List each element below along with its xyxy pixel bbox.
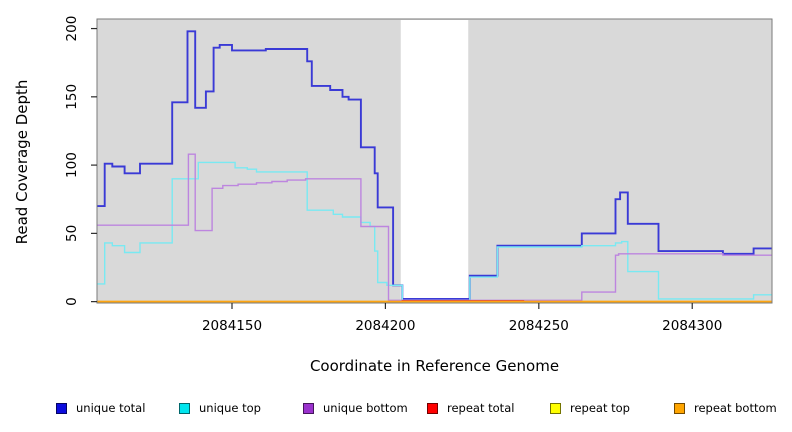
y-tick-label: 150 — [64, 84, 80, 110]
series-line-unique-bottom — [97, 153, 772, 301]
series-line-unique-total — [97, 30, 772, 300]
repeat-top-swatch-icon — [550, 402, 561, 414]
y-tick-label: 100 — [64, 152, 80, 178]
y-tick-label: 0 — [64, 297, 80, 306]
legend-item-repeat-top: repeat top — [550, 399, 630, 417]
x-tick-label: 2084150 — [202, 318, 262, 334]
repeat-total-swatch-icon — [427, 402, 438, 414]
x-tick-label: 2084250 — [509, 318, 569, 334]
plot-border — [96, 18, 773, 304]
y-tick-label: 200 — [64, 16, 80, 42]
legend-label: repeat top — [570, 401, 630, 415]
legend-label: repeat total — [447, 401, 515, 415]
legend-item-unique-bottom: unique bottom — [303, 399, 408, 417]
x-axis-title: Coordinate in Reference Genome — [309, 357, 560, 375]
legend-label: repeat bottom — [694, 401, 777, 415]
y-tick-label: 50 — [64, 225, 80, 242]
legend-item-repeat-total: repeat total — [427, 399, 514, 417]
unique-bottom-swatch-icon — [303, 402, 314, 414]
legend-label: unique total — [76, 401, 146, 415]
legend-item-repeat-bottom: repeat bottom — [674, 399, 777, 417]
legend-item-unique-top: unique top — [179, 399, 261, 417]
legend-item-unique-total: unique total — [56, 399, 145, 417]
y-axis-title: Read Coverage Depth — [13, 79, 31, 245]
masked-region — [400, 20, 469, 303]
repeat-bottom-swatch-icon — [674, 402, 685, 414]
legend: unique total unique top unique bottom re… — [0, 399, 792, 419]
x-tick-label: 2084300 — [662, 318, 722, 334]
series-line-unique-top — [97, 161, 772, 301]
x-tick-label: 2084200 — [355, 318, 415, 334]
legend-label: unique top — [199, 401, 261, 415]
legend-label: unique bottom — [323, 401, 408, 415]
unique-total-swatch-icon — [56, 402, 67, 414]
unique-top-swatch-icon — [179, 402, 190, 414]
coverage-plot: 2084150 2084200 2084250 2084300 0 50 100 150 200 — [64, 16, 773, 334]
